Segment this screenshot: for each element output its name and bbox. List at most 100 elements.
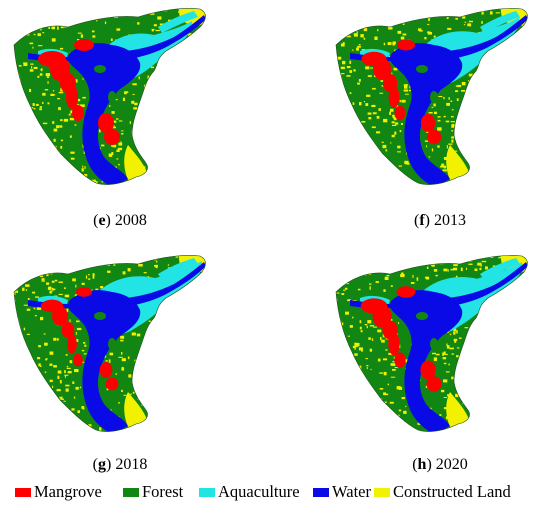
constructed-land-patch xyxy=(447,394,450,397)
constructed-land-patch xyxy=(15,347,18,349)
constructed-land-patch xyxy=(511,376,514,380)
mangrove-area xyxy=(99,362,113,378)
constructed-land-patch xyxy=(203,356,206,360)
constructed-land-patch xyxy=(20,421,25,424)
constructed-land-patch xyxy=(473,389,477,392)
constructed-land-patch xyxy=(15,283,19,285)
constructed-land-patch xyxy=(177,419,182,423)
constructed-land-patch xyxy=(373,425,375,427)
constructed-land-patch xyxy=(174,351,179,354)
constructed-land-patch xyxy=(420,186,421,189)
constructed-land-patch xyxy=(14,11,15,15)
constructed-land-patch xyxy=(35,103,39,106)
constructed-land-patch xyxy=(467,23,472,27)
constructed-land-patch xyxy=(156,337,161,339)
constructed-land-patch xyxy=(491,354,495,356)
constructed-land-patch xyxy=(453,264,458,267)
constructed-land-patch xyxy=(418,8,420,10)
constructed-land-patch xyxy=(175,430,179,432)
constructed-land-patch xyxy=(499,417,504,419)
constructed-land-patch xyxy=(375,425,379,429)
constructed-land-patch xyxy=(484,305,488,308)
constructed-land-patch xyxy=(177,126,180,129)
constructed-land-patch xyxy=(59,125,63,128)
constructed-land-patch xyxy=(83,353,87,355)
constructed-land-patch xyxy=(369,325,375,327)
constructed-land-patch xyxy=(49,150,53,155)
constructed-land-patch xyxy=(349,92,352,94)
constructed-land-patch xyxy=(206,399,210,402)
constructed-land-patch xyxy=(188,369,191,373)
constructed-land-patch xyxy=(451,109,454,111)
constructed-land-patch xyxy=(154,161,158,165)
constructed-land-patch xyxy=(33,137,36,140)
constructed-land-patch xyxy=(387,176,391,180)
constructed-land-patch xyxy=(32,46,34,49)
constructed-land-patch xyxy=(108,432,112,434)
constructed-land-patch xyxy=(103,8,107,11)
constructed-land-patch xyxy=(153,106,157,110)
constructed-land-patch xyxy=(429,257,433,260)
constructed-land-patch xyxy=(9,277,10,280)
constructed-land-patch xyxy=(161,161,164,164)
constructed-land-patch xyxy=(368,337,371,340)
constructed-land-patch xyxy=(464,101,467,104)
constructed-land-patch xyxy=(500,131,504,133)
constructed-land-patch xyxy=(401,430,406,432)
constructed-land-patch xyxy=(181,81,184,83)
constructed-land-patch xyxy=(348,179,352,182)
constructed-land-patch xyxy=(81,406,85,409)
constructed-land-patch xyxy=(176,360,179,363)
constructed-land-patch xyxy=(53,138,56,142)
constructed-land-patch xyxy=(476,90,480,93)
constructed-land-patch xyxy=(374,426,377,430)
constructed-land-patch xyxy=(150,66,155,69)
constructed-land-patch xyxy=(511,153,513,156)
constructed-land-patch xyxy=(338,144,342,148)
constructed-land-patch xyxy=(189,308,193,310)
constructed-land-patch xyxy=(377,358,381,362)
constructed-land-patch xyxy=(162,135,167,138)
constructed-land-patch xyxy=(75,255,77,256)
constructed-land-patch xyxy=(468,358,472,361)
constructed-land-patch xyxy=(385,349,388,351)
constructed-land-patch xyxy=(470,408,472,411)
constructed-land-patch xyxy=(516,292,519,296)
constructed-land-patch xyxy=(462,119,467,123)
constructed-land-patch xyxy=(353,33,356,36)
constructed-land-patch xyxy=(453,429,457,432)
constructed-land-patch xyxy=(437,116,441,118)
constructed-land-patch xyxy=(76,339,79,342)
constructed-land-patch xyxy=(501,390,506,393)
constructed-land-patch xyxy=(530,308,532,311)
constructed-land-patch xyxy=(386,187,388,189)
constructed-land-patch xyxy=(52,385,54,388)
constructed-land-patch xyxy=(499,349,502,351)
constructed-land-patch xyxy=(18,27,20,29)
constructed-land-patch xyxy=(357,288,361,291)
constructed-land-patch xyxy=(75,332,77,335)
constructed-land-patch xyxy=(471,157,474,160)
constructed-land-patch xyxy=(527,20,528,24)
constructed-land-patch xyxy=(196,320,199,324)
constructed-land-patch xyxy=(495,62,499,64)
constructed-land-patch xyxy=(337,320,341,322)
constructed-land-patch xyxy=(406,162,410,165)
constructed-land-patch xyxy=(445,371,450,373)
constructed-land-patch xyxy=(479,328,481,331)
constructed-land-patch xyxy=(391,121,395,124)
constructed-land-patch xyxy=(27,135,32,138)
constructed-land-patch xyxy=(525,397,528,401)
constructed-land-patch xyxy=(208,12,212,15)
constructed-land-patch xyxy=(411,10,413,13)
constructed-land-patch xyxy=(431,264,433,267)
constructed-land-patch xyxy=(489,337,493,339)
constructed-land-patch xyxy=(15,267,18,271)
constructed-land-patch xyxy=(138,76,140,80)
constructed-land-patch xyxy=(416,10,419,13)
constructed-land-patch xyxy=(376,152,379,156)
constructed-land-patch xyxy=(40,365,42,367)
constructed-land-patch xyxy=(517,179,521,182)
constructed-land-patch xyxy=(183,156,188,159)
constructed-land-patch xyxy=(167,188,168,190)
